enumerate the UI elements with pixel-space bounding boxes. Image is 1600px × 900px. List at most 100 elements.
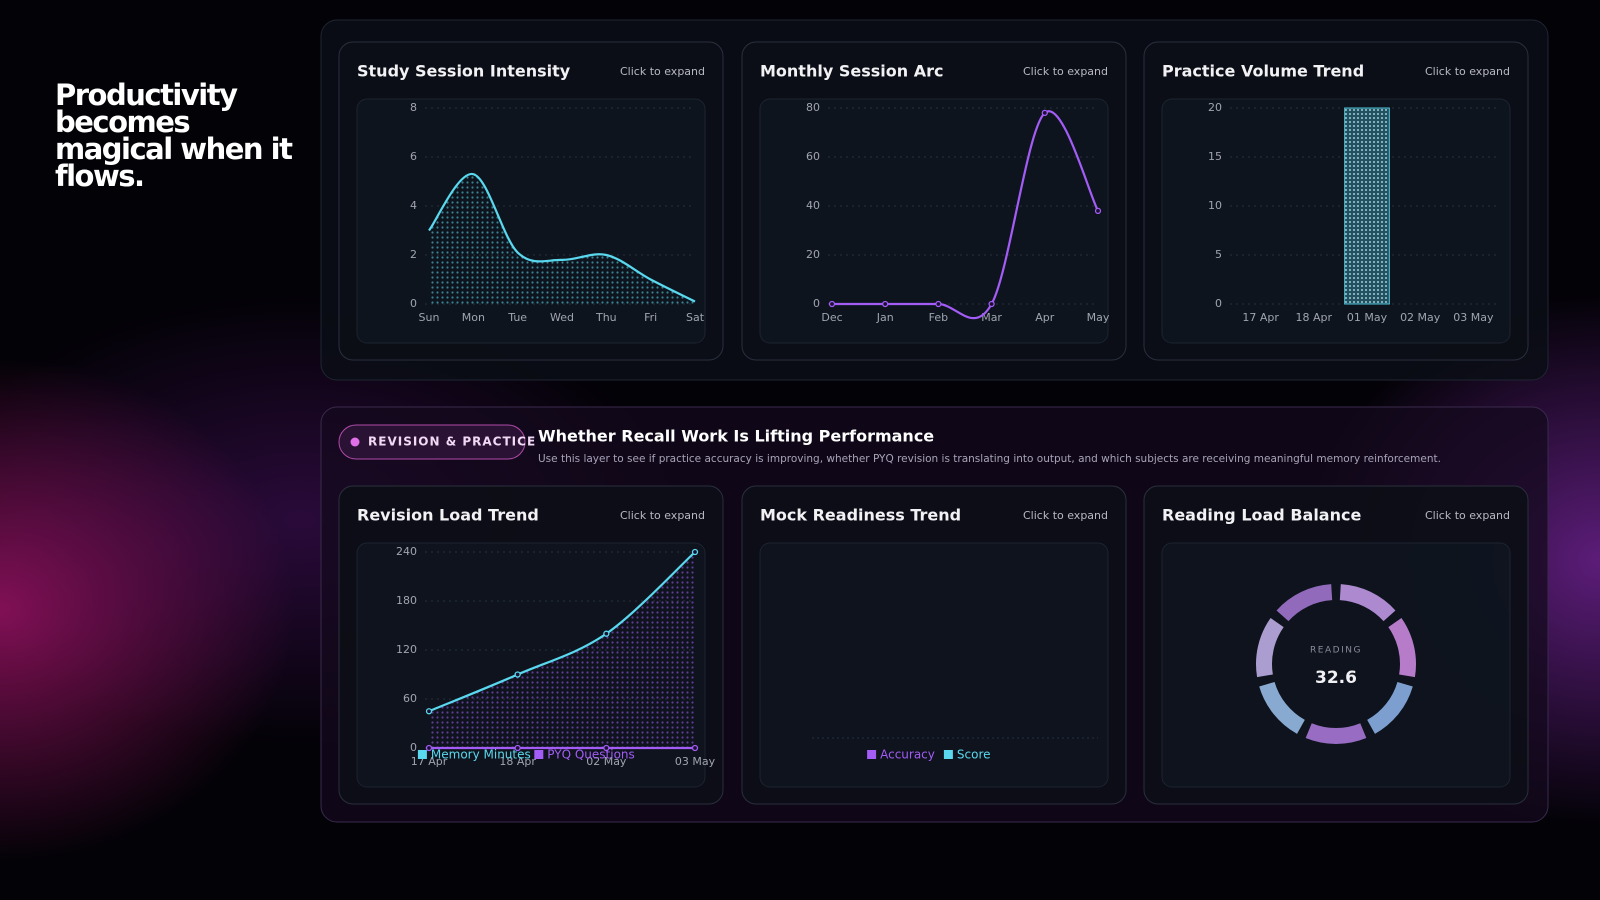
bar xyxy=(1344,107,1390,305)
x-tick-label: 02 May xyxy=(586,755,627,768)
point xyxy=(1041,109,1048,117)
x-tick-label: Thu xyxy=(595,311,617,324)
x-tick-label: Dec xyxy=(821,311,842,324)
card-title: Revision Load Trend xyxy=(357,506,539,525)
legend-label: PYQ Questions xyxy=(547,748,635,762)
legend-label: Memory Minutes xyxy=(431,748,531,762)
y-tick-label: 2 xyxy=(410,248,417,261)
expand-button[interactable]: Click to expand xyxy=(1425,509,1510,522)
plot-background xyxy=(1161,542,1511,788)
x-tick-label: 18 Apr xyxy=(1296,311,1333,324)
section-badge xyxy=(338,424,526,460)
card xyxy=(1143,485,1529,805)
section-title: Whether Recall Work Is Lifting Performan… xyxy=(538,427,934,446)
point xyxy=(425,708,433,715)
legend-label: Score xyxy=(957,748,991,762)
y-tick-label: 6 xyxy=(410,150,417,163)
expand-button[interactable]: Click to expand xyxy=(620,509,705,522)
ring-segment xyxy=(1259,681,1306,734)
plot-background xyxy=(1161,98,1511,344)
donut-value: 32.6 xyxy=(1315,668,1357,688)
legend-swatch xyxy=(417,750,427,759)
point xyxy=(603,744,610,752)
x-tick-label: Mon xyxy=(462,311,485,324)
ring-segment xyxy=(1388,617,1416,678)
y-tick-label: 5 xyxy=(1215,248,1222,261)
x-tick-label: 17 Apr xyxy=(1242,311,1279,324)
headline: Productivity becomes magical when it flo… xyxy=(55,78,293,193)
x-tick-label: 03 May xyxy=(675,755,716,768)
ring-segment xyxy=(1366,681,1413,734)
x-tick-label: Sun xyxy=(419,311,440,324)
point xyxy=(514,671,521,678)
line xyxy=(428,173,696,303)
expand-button[interactable]: Click to expand xyxy=(1023,509,1108,522)
y-tick-label: 20 xyxy=(806,248,820,261)
x-tick-label: 02 May xyxy=(1400,311,1441,324)
y-tick-label: 240 xyxy=(396,545,417,558)
point xyxy=(935,300,942,308)
expand-button[interactable]: Click to expand xyxy=(1023,65,1108,78)
y-tick-label: 60 xyxy=(403,692,417,705)
legend-swatch xyxy=(867,750,877,759)
section-description: Use this layer to see if practice accura… xyxy=(538,453,1441,465)
y-tick-label: 180 xyxy=(396,594,417,607)
legend-label: Accuracy xyxy=(880,748,935,762)
badge-text: REVISION & PRACTICE xyxy=(368,435,536,449)
x-tick-label: Apr xyxy=(1035,311,1055,324)
expand-button[interactable]: Click to expand xyxy=(620,65,705,78)
point xyxy=(988,300,995,308)
point xyxy=(603,630,610,637)
card-title: Practice Volume Trend xyxy=(1162,62,1364,81)
area xyxy=(429,173,695,304)
legend-swatch xyxy=(943,750,953,759)
y-tick-label: 80 xyxy=(806,101,820,114)
x-tick-label: Wed xyxy=(550,311,574,324)
card-title: Mock Readiness Trend xyxy=(760,506,961,525)
point xyxy=(514,744,521,752)
x-tick-label: May xyxy=(1087,311,1110,324)
y-tick-label: 60 xyxy=(806,150,820,163)
point xyxy=(691,744,699,752)
y-tick-label: 15 xyxy=(1208,150,1222,163)
x-tick-label: Sat xyxy=(686,311,705,324)
x-tick-label: Tue xyxy=(507,311,527,324)
plot-background xyxy=(759,542,1109,788)
x-tick-label: 03 May xyxy=(1453,311,1494,324)
card xyxy=(741,41,1127,361)
y-tick-label: 40 xyxy=(806,199,820,212)
card-title: Reading Load Balance xyxy=(1162,506,1361,525)
x-tick-label: Jan xyxy=(876,311,894,324)
expand-button[interactable]: Click to expand xyxy=(1425,65,1510,78)
badge-dot xyxy=(350,437,360,447)
y-tick-label: 4 xyxy=(410,199,417,212)
line xyxy=(428,551,696,713)
card-title: Monthly Session Arc xyxy=(760,62,943,81)
y-tick-label: 0 xyxy=(410,741,417,754)
y-tick-label: 10 xyxy=(1208,199,1222,212)
point xyxy=(425,744,433,752)
card xyxy=(1143,41,1529,361)
y-tick-label: 8 xyxy=(410,101,417,114)
point xyxy=(1094,207,1102,215)
ring-segment xyxy=(1339,584,1396,622)
x-tick-label: 18 Apr xyxy=(499,755,536,768)
ring-segment xyxy=(1305,723,1367,744)
x-tick-label: Fri xyxy=(644,311,657,324)
card xyxy=(741,485,1127,805)
y-tick-label: 120 xyxy=(396,643,417,656)
plot-background xyxy=(759,98,1109,344)
legend-swatch xyxy=(534,750,544,759)
y-tick-label: 0 xyxy=(1215,297,1222,310)
y-tick-label: 0 xyxy=(410,297,417,310)
y-tick-label: 20 xyxy=(1208,101,1222,114)
point xyxy=(691,548,699,556)
y-tick-label: 0 xyxy=(813,297,820,310)
donut-label: READING xyxy=(1310,646,1362,656)
x-tick-label: Mar xyxy=(981,311,1002,324)
ring-segment xyxy=(1276,584,1333,622)
point xyxy=(882,300,889,308)
x-tick-label: Feb xyxy=(929,311,948,324)
